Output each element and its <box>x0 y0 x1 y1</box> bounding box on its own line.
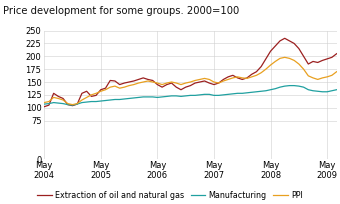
Manufacturing <box>127 97 131 100</box>
PPI <box>127 84 131 87</box>
Manufacturing <box>70 104 74 106</box>
Line: PPI: PPI <box>44 57 337 105</box>
Extraction of oil and natural gas <box>330 56 334 59</box>
Manufacturing <box>184 95 188 97</box>
Extraction of oil and natural gas <box>188 84 192 87</box>
PPI <box>330 74 334 76</box>
Extraction of oil and natural gas <box>132 80 136 82</box>
Line: Manufacturing: Manufacturing <box>44 86 337 105</box>
PPI <box>70 103 74 106</box>
PPI <box>184 82 188 84</box>
Manufacturing <box>330 90 334 92</box>
Line: Extraction of oil and natural gas: Extraction of oil and natural gas <box>44 38 337 107</box>
Extraction of oil and natural gas <box>245 77 249 79</box>
Extraction of oil and natural gas <box>122 82 126 84</box>
Manufacturing <box>250 91 254 93</box>
PPI <box>250 76 254 78</box>
PPI <box>283 56 287 59</box>
Manufacturing <box>42 103 46 105</box>
Extraction of oil and natural gas <box>179 89 183 91</box>
Manufacturing <box>287 84 291 87</box>
Manufacturing <box>193 94 197 97</box>
Manufacturing <box>335 89 339 91</box>
PPI <box>193 79 197 82</box>
PPI <box>42 101 46 104</box>
Extraction of oil and natural gas <box>283 37 287 40</box>
Text: Price development for some groups. 2000=100: Price development for some groups. 2000=… <box>3 6 240 16</box>
PPI <box>136 82 140 84</box>
Extraction of oil and natural gas <box>335 52 339 55</box>
Extraction of oil and natural gas <box>42 105 46 108</box>
PPI <box>335 71 339 73</box>
Manufacturing <box>136 96 140 99</box>
Legend: Extraction of oil and natural gas, Manufacturing, PPI: Extraction of oil and natural gas, Manuf… <box>37 191 303 200</box>
